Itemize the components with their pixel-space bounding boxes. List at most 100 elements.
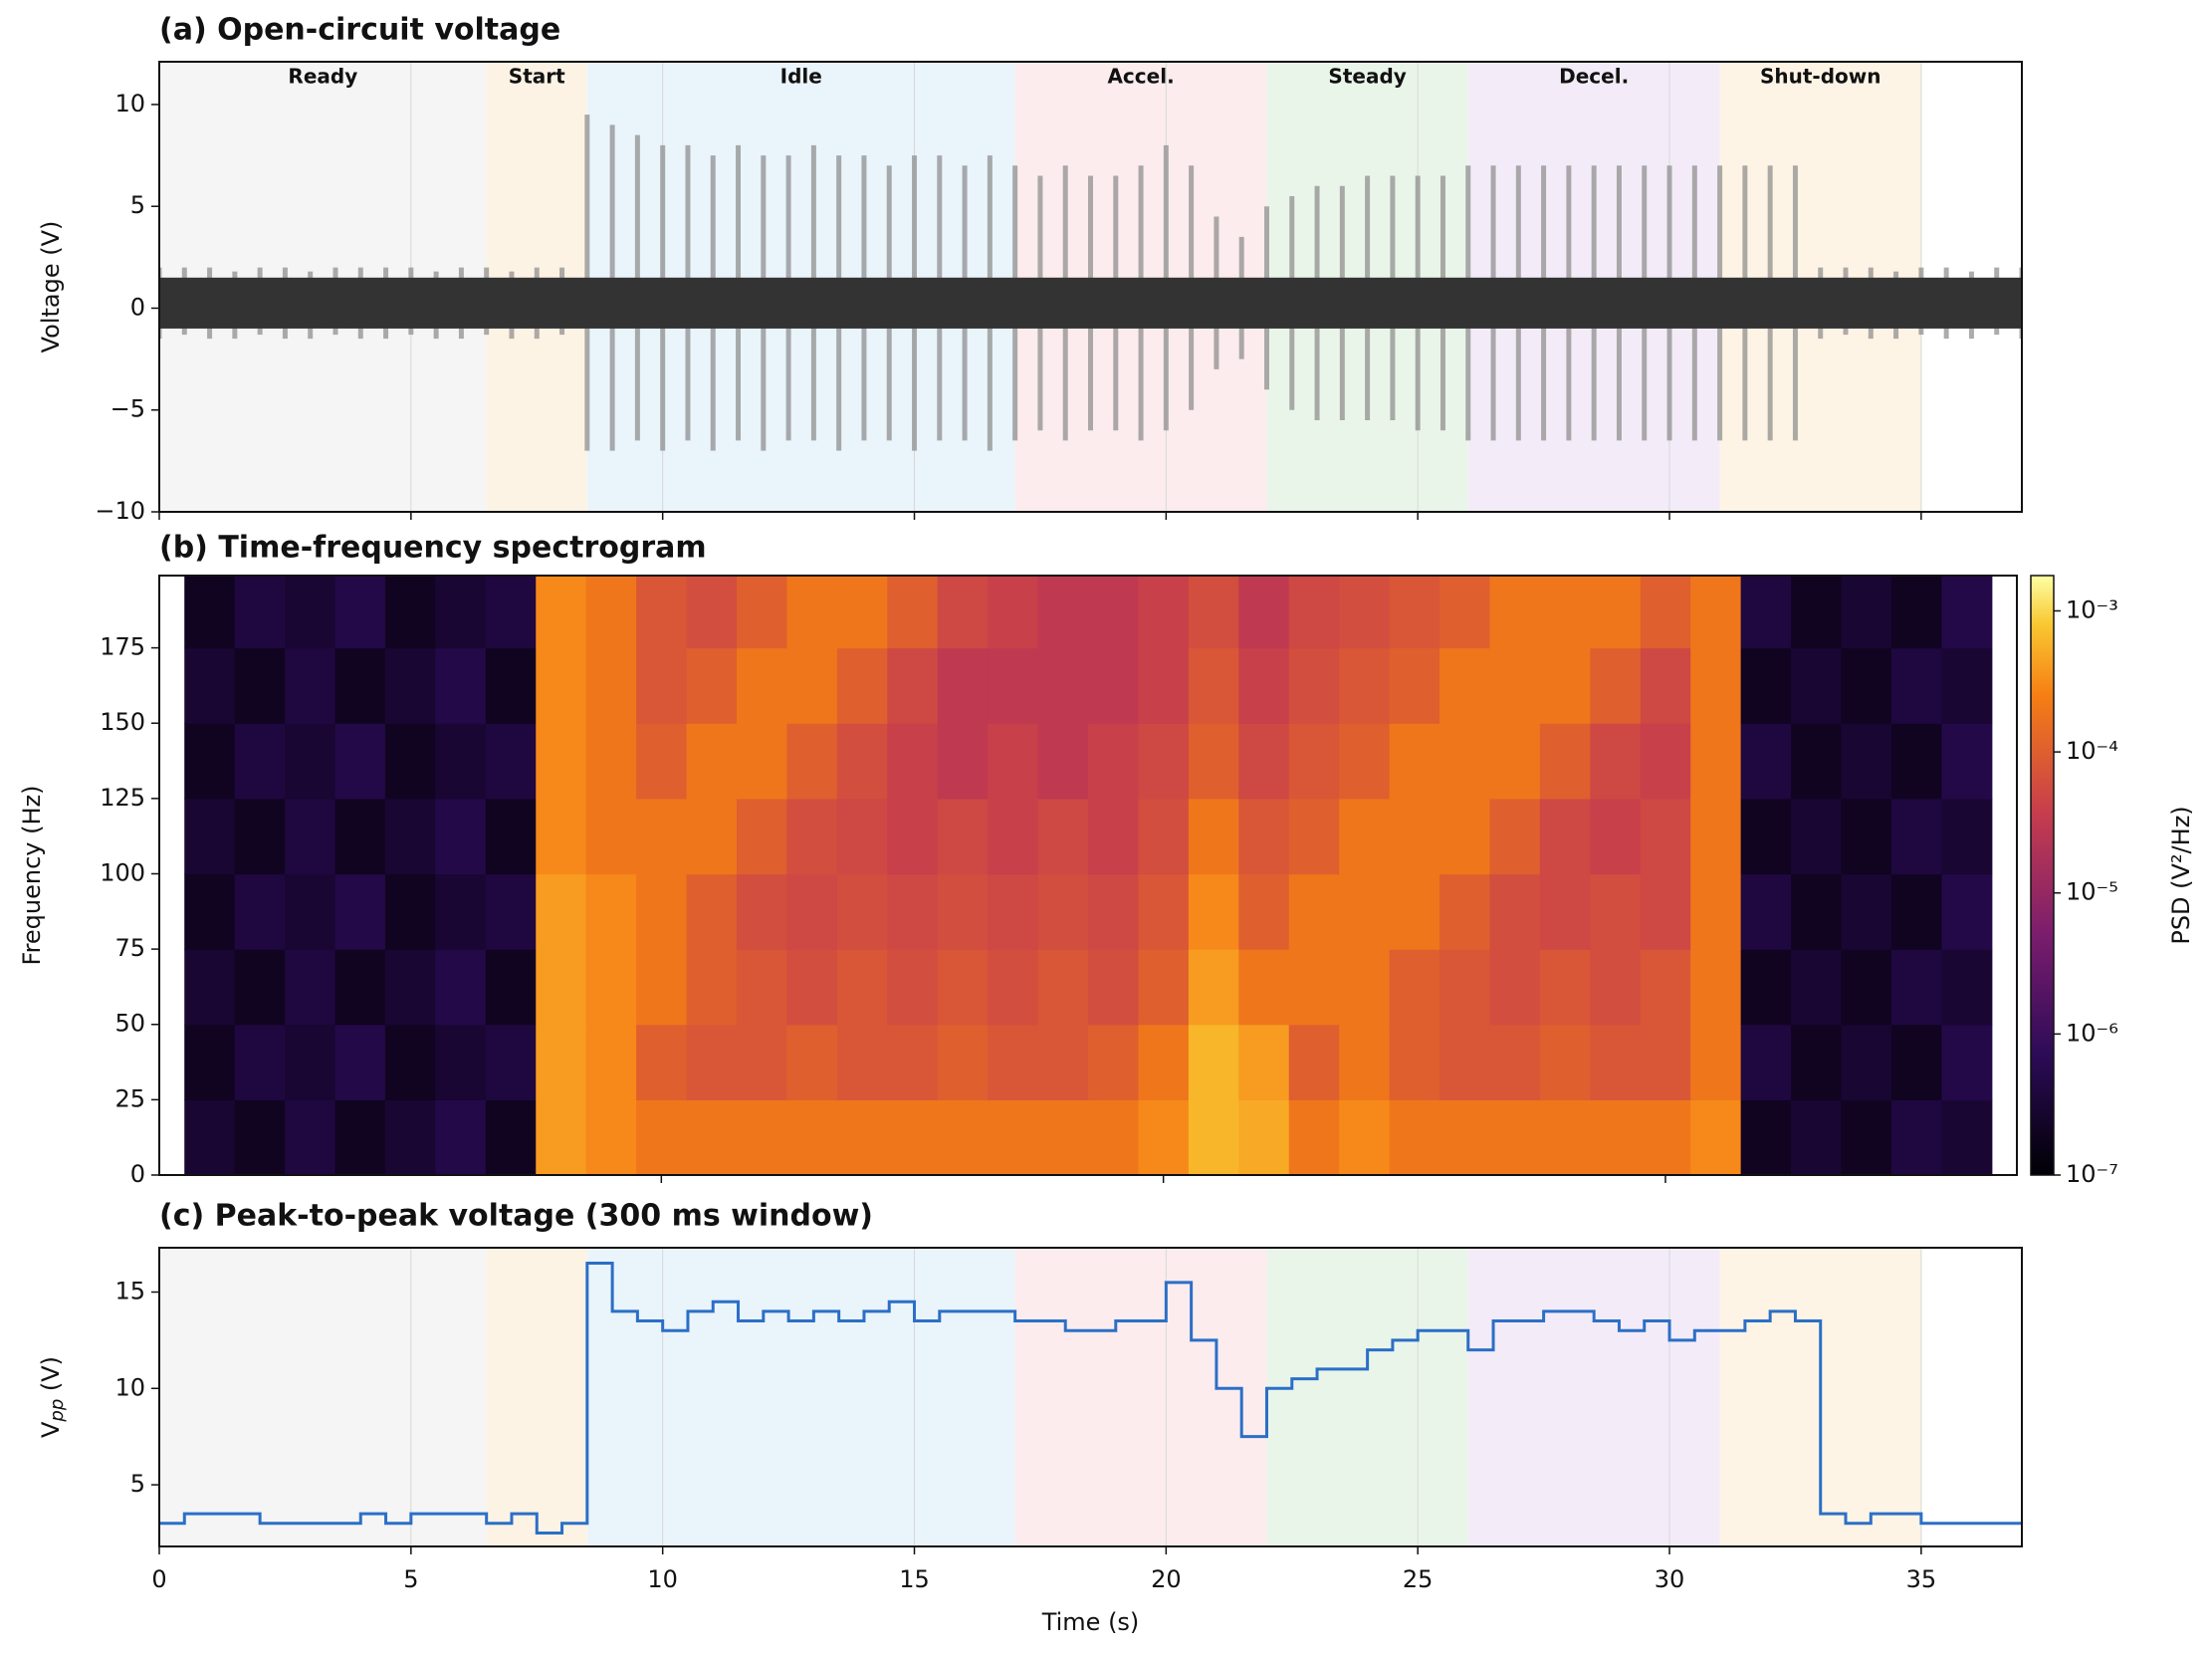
spectrogram-cell [686, 1024, 738, 1100]
spectrogram-cell [1389, 1099, 1440, 1175]
spectrogram-cell [1288, 949, 1340, 1026]
y-tick-label: 10 [114, 90, 145, 118]
y-tick-label: 25 [114, 1084, 145, 1112]
spectrogram-cell [234, 647, 286, 724]
spectrogram-cell [1188, 576, 1239, 649]
spectrogram-cell [636, 647, 688, 724]
spectrogram-cell [988, 873, 1039, 950]
phase-band [486, 1248, 587, 1546]
spectrogram-cell [1640, 949, 1691, 1026]
spectrogram-cell [1941, 1099, 1993, 1175]
spectrogram-cell [1791, 723, 1843, 800]
spectrogram-cell [1890, 798, 1942, 875]
spectrogram-cell [1138, 1099, 1190, 1175]
spectrogram-cell [1238, 949, 1290, 1026]
spectrogram-cell [384, 798, 436, 875]
spectrogram-cell [485, 1099, 537, 1175]
spectrogram-cell [485, 1024, 537, 1100]
colorbar-tick-label: 10⁻⁶ [2066, 1019, 2118, 1047]
spectrogram-cell [937, 723, 989, 800]
spectrogram-cell [1489, 949, 1541, 1026]
spectrogram-cell [1539, 576, 1591, 649]
spectrogram-cell [184, 1099, 236, 1175]
spectrogram-cell [1791, 873, 1843, 950]
spectrogram-cell [1389, 723, 1440, 800]
spectrogram-cell [435, 1024, 487, 1100]
spectrogram-cell [1640, 576, 1691, 649]
y-axis-label-part: V [37, 1421, 65, 1438]
spectrogram-cell [1389, 1024, 1440, 1100]
spectrogram-cell [1890, 723, 1942, 800]
spectrogram-cell [887, 1099, 939, 1175]
y-axis-label: Vpp (V) [37, 1356, 68, 1438]
y-axis-label: Voltage (V) [37, 221, 65, 354]
spectrogram-cell [334, 1099, 386, 1175]
spectrogram-cell [1941, 723, 1993, 800]
spectrogram-cell [435, 1099, 487, 1175]
spectrogram-cell [686, 949, 738, 1026]
y-axis-label-part: pp [47, 1399, 68, 1423]
spectrogram-cell [1037, 873, 1089, 950]
spectrogram-cell [786, 798, 838, 875]
spectrogram-cell [384, 1099, 436, 1175]
spectrogram-cell [736, 1024, 788, 1100]
spectrogram-cell [1138, 1024, 1190, 1100]
spectrogram-cell [384, 873, 436, 950]
spectrogram-cell [786, 1099, 838, 1175]
spectrogram-cell [1690, 647, 1742, 724]
spectrogram-cell [1037, 576, 1089, 649]
spectrogram-cell [1890, 647, 1942, 724]
colorbar-tick-label: 10⁻³ [2066, 595, 2118, 623]
spectrogram-cell [887, 723, 939, 800]
spectrogram-cell [1890, 949, 1942, 1026]
spectrogram-cell [988, 1099, 1039, 1175]
spectrogram-cell [585, 798, 637, 875]
spectrogram-cell [1339, 647, 1391, 724]
spectrogram-cell [1439, 647, 1491, 724]
spectrogram-cell [736, 798, 788, 875]
spectrogram-cell [988, 723, 1039, 800]
axes-frame [158, 1247, 2023, 1547]
spectrogram-cell [1590, 798, 1642, 875]
spectrogram-cell [1740, 647, 1792, 724]
spectrogram-cell [686, 1099, 738, 1175]
spectrogram-cell [1590, 1024, 1642, 1100]
spectrogram-cell [786, 949, 838, 1026]
noise-band [159, 277, 2022, 329]
spectrogram-cell [334, 723, 386, 800]
spectrogram-cell [1640, 1099, 1691, 1175]
spectrogram-cell [686, 647, 738, 724]
spectrogram-cell [1590, 949, 1642, 1026]
x-tick-label: 30 [1655, 1565, 1685, 1593]
spectrogram-cell [536, 647, 587, 724]
spectrogram-cell [1539, 723, 1591, 800]
spectrogram-cell [1640, 647, 1691, 724]
y-tick-label: −5 [111, 395, 145, 423]
spectrogram-cell [1439, 949, 1491, 1026]
spectrogram-cell [1590, 1099, 1642, 1175]
spectrogram-cell [1740, 873, 1792, 950]
spectrogram-cell [887, 647, 939, 724]
spectrogram-cell [1841, 873, 1892, 950]
vpp-line [159, 1261, 2022, 1535]
spectrogram-cell [1539, 873, 1591, 950]
spectrogram-cell [1941, 1024, 1993, 1100]
phase-label: Ready [288, 65, 357, 89]
spectrogram-cell [1339, 949, 1391, 1026]
axes-frame [158, 61, 2023, 513]
spectrogram-cell [1690, 723, 1742, 800]
phase-label: Start [509, 65, 565, 89]
spectrogram-cell [988, 798, 1039, 875]
spectrogram-cell [636, 798, 688, 875]
spectrogram-cell [1088, 647, 1140, 724]
spectrogram-cell [1138, 576, 1190, 649]
spectrogram-cell [1288, 576, 1340, 649]
spectrogram-cell [334, 647, 386, 724]
spectrogram-cell [435, 723, 487, 800]
spectrogram-cell [1740, 723, 1792, 800]
spectrogram-cell [1088, 723, 1140, 800]
spectrogram-cell [1389, 949, 1440, 1026]
spectrogram-cell [435, 873, 487, 950]
spectrogram-cell [686, 576, 738, 649]
spectrogram-cell [334, 949, 386, 1026]
